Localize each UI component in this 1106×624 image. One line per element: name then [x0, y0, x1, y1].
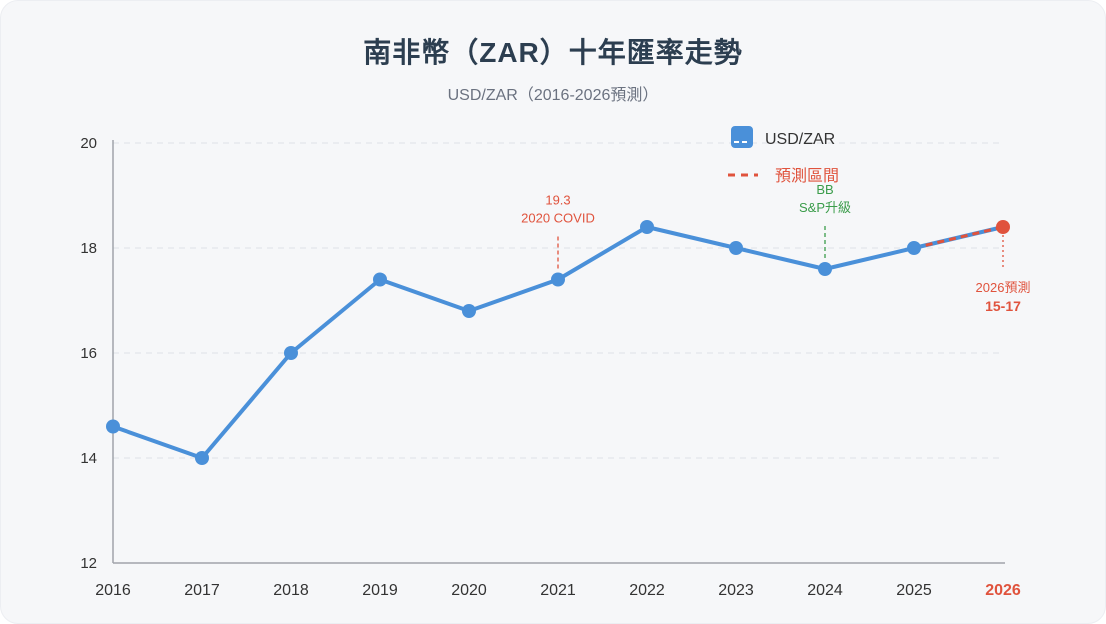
- data-point-2019: [373, 272, 387, 287]
- annotation-text-2024: BB: [816, 182, 833, 197]
- forecast-segment: [913, 225, 1004, 250]
- annotations: 19.3 2020 COVID BB S&P升級 2026預測 15-17: [521, 182, 1030, 314]
- legend-entry-usdzar[interactable]: USD/ZAR: [731, 126, 835, 148]
- legend-entry-forecast[interactable]: 預測區間: [728, 167, 839, 185]
- x-tick-label: 2019: [362, 582, 398, 599]
- y-tick-label: 12: [80, 555, 97, 572]
- data-point-2023: [729, 241, 743, 255]
- annotation-text-2021: 19.3: [545, 193, 570, 208]
- data-point-2021: [551, 272, 565, 287]
- data-point-2024: [818, 262, 832, 276]
- series-line-usdzar: [111, 225, 1005, 460]
- y-tick-label: 16: [80, 345, 97, 362]
- gridlines: [113, 142, 1003, 459]
- annotation-text-2021: 2020 COVID: [521, 211, 595, 226]
- chart-title: 南非幣（ZAR）十年匯率走勢: [363, 37, 743, 68]
- legend-label-forecast: 預測區間: [775, 167, 839, 185]
- x-tick-label: 2024: [807, 582, 843, 599]
- annotation-text-2026: 2026預測: [976, 280, 1031, 295]
- y-tick-label: 18: [80, 240, 97, 257]
- axes: 12 14 16 18 20 2016 2017 2018 2019 2020 2021 2022 20…: [80, 135, 1021, 599]
- data-point-2018: [284, 346, 298, 360]
- x-tick-label: 2016: [95, 582, 131, 599]
- chart-subtitle: USD/ZAR（2016-2026預測）: [447, 87, 659, 104]
- x-tick-label: 2017: [184, 582, 220, 599]
- data-point-2016: [106, 419, 120, 434]
- legend-label-usdzar: USD/ZAR: [765, 131, 835, 148]
- data-point-2025: [907, 241, 921, 255]
- x-tick-label: 2026: [985, 582, 1021, 599]
- x-tick-label: 2023: [718, 582, 754, 599]
- data-point-2022: [640, 220, 654, 234]
- series-usdzar: [106, 220, 1010, 465]
- data-point-2026: [996, 220, 1010, 234]
- data-point-2020: [462, 304, 476, 318]
- y-tick-label: 14: [80, 450, 97, 467]
- annotation-text-2026: 15-17: [985, 298, 1021, 314]
- x-tick-label: 2020: [451, 582, 487, 599]
- data-point-2017: [195, 451, 209, 465]
- x-tick-label: 2025: [896, 582, 932, 599]
- x-tick-label: 2021: [540, 582, 576, 599]
- chart-legend: USD/ZAR 預測區間: [728, 126, 839, 185]
- x-tick-label: 2022: [629, 582, 665, 599]
- y-tick-label: 20: [80, 135, 97, 152]
- annotation-text-2024: S&P升級: [799, 200, 851, 215]
- x-tick-label: 2018: [273, 582, 309, 599]
- legend-swatch-usdzar: [731, 126, 753, 148]
